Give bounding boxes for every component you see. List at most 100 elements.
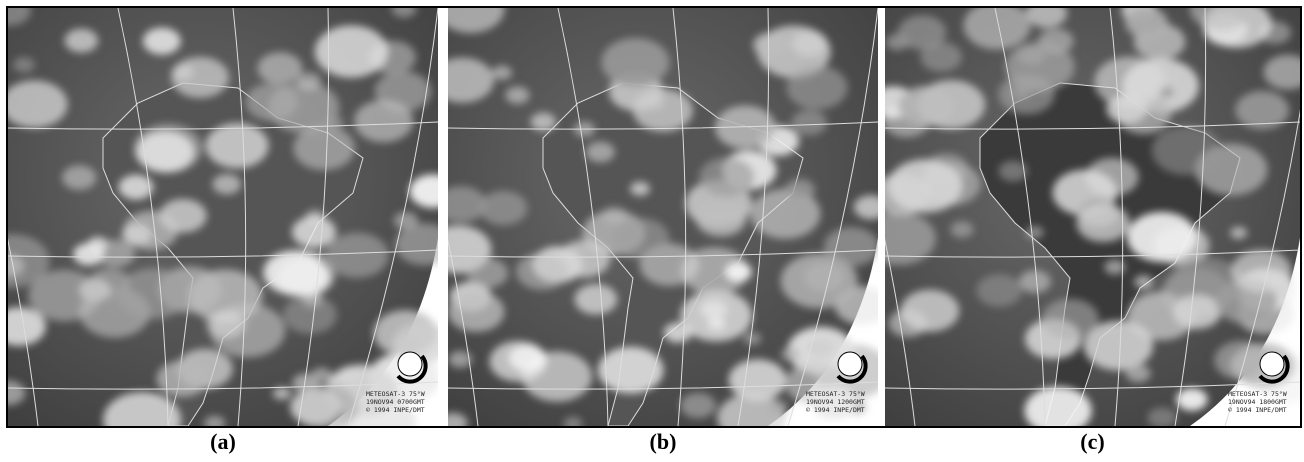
- cloud: [630, 182, 650, 196]
- cloud: [438, 413, 467, 434]
- cloud: [888, 159, 962, 212]
- cloud: [273, 387, 291, 400]
- cloud: [1, 80, 68, 128]
- cloud: [392, 0, 417, 17]
- cloud: [315, 25, 388, 77]
- cloud: [395, 223, 454, 265]
- cloud: [1026, 226, 1044, 239]
- cloud: [122, 224, 151, 245]
- cloud: [575, 284, 618, 315]
- cloud: [466, 258, 508, 288]
- cloud: [448, 291, 505, 331]
- cloud: [1019, 270, 1051, 293]
- cloud: [103, 392, 181, 448]
- cloud: [664, 323, 692, 343]
- cloud: [292, 216, 336, 247]
- cloud: [245, 83, 298, 121]
- cloud: [1134, 275, 1153, 288]
- cloud: [792, 110, 827, 135]
- panel-caption: (b): [650, 429, 677, 454]
- cloud: [612, 218, 670, 259]
- cloud: [530, 113, 555, 131]
- logo: [838, 352, 862, 376]
- cloud: [62, 165, 96, 189]
- cloud: [1125, 7, 1168, 37]
- cloud: [326, 233, 389, 278]
- image-stamp: 19NOV94 1200GMT: [806, 398, 865, 406]
- cloud: [1231, 250, 1292, 293]
- cloud: [1094, 57, 1165, 108]
- image-content: METEOSAT-3 75°W19NOV94 0700GMT© 1994 INP…: [0, 0, 456, 450]
- cloud: [780, 348, 799, 362]
- cloud: [729, 359, 787, 400]
- image-stamp: 19NOV94 1800GMT: [1228, 398, 1287, 406]
- cloud: [917, 80, 985, 129]
- cloud: [13, 57, 35, 73]
- cloud: [854, 195, 888, 219]
- cloud: [824, 227, 879, 266]
- cloud: [257, 52, 302, 84]
- cloud: [785, 179, 815, 200]
- cloud: [73, 243, 104, 265]
- cloud: [159, 199, 206, 233]
- figure: METEOSAT-3 75°W19NOV94 0700GMT© 1994 INP…: [0, 0, 1304, 462]
- cloud: [293, 126, 354, 170]
- cloud: [118, 268, 189, 319]
- cloud: [1076, 204, 1129, 242]
- cloud: [143, 28, 181, 55]
- image-stamp: © 1994 INPE/DMT: [806, 406, 865, 414]
- cloud: [900, 290, 959, 332]
- cloud: [354, 100, 413, 142]
- logo: [1260, 352, 1284, 376]
- cloud: [950, 221, 973, 237]
- image-stamp: METEOSAT-3 75°W: [1228, 390, 1287, 398]
- cloud: [805, 337, 835, 358]
- cloud: [435, 186, 486, 223]
- cloud: [479, 191, 527, 225]
- cloud: [699, 157, 755, 197]
- cloud: [492, 66, 512, 80]
- cloud: [725, 262, 751, 281]
- panel-caption: (a): [210, 429, 236, 454]
- cloud: [1042, 299, 1099, 340]
- logo: [398, 352, 422, 376]
- cloud: [701, 300, 728, 319]
- cloud: [680, 393, 716, 418]
- cloud: [297, 73, 321, 90]
- cloud: [598, 347, 664, 394]
- image-stamp: © 1994 INPE/DMT: [366, 406, 425, 414]
- cloud: [886, 34, 909, 50]
- cloud: [1148, 407, 1177, 428]
- cloud: [744, 332, 761, 344]
- cloud: [212, 174, 241, 194]
- panel-caption: (c): [1080, 429, 1104, 454]
- cloud: [563, 417, 582, 431]
- cloud: [753, 32, 788, 57]
- cloud: [920, 42, 962, 72]
- cloud: [1126, 365, 1151, 383]
- cloud: [696, 201, 746, 237]
- cloud: [792, 31, 828, 56]
- cloud: [206, 123, 269, 168]
- cloud: [786, 66, 847, 110]
- cloud: [156, 360, 207, 397]
- cloud: [431, 58, 494, 103]
- image-stamp: 19NOV94 0700GMT: [366, 398, 425, 406]
- cloud: [963, 1, 1030, 49]
- cloud: [516, 253, 568, 290]
- image-stamp: © 1994 INPE/DMT: [1228, 406, 1287, 414]
- cloud: [283, 296, 337, 334]
- cloud: [136, 131, 194, 172]
- cloud: [1230, 227, 1247, 239]
- cloud: [586, 142, 615, 163]
- image-stamp: METEOSAT-3 75°W: [806, 390, 865, 398]
- cloud: [290, 389, 341, 425]
- cloud: [79, 279, 111, 302]
- cloud: [206, 311, 245, 339]
- cloud: [708, 318, 726, 331]
